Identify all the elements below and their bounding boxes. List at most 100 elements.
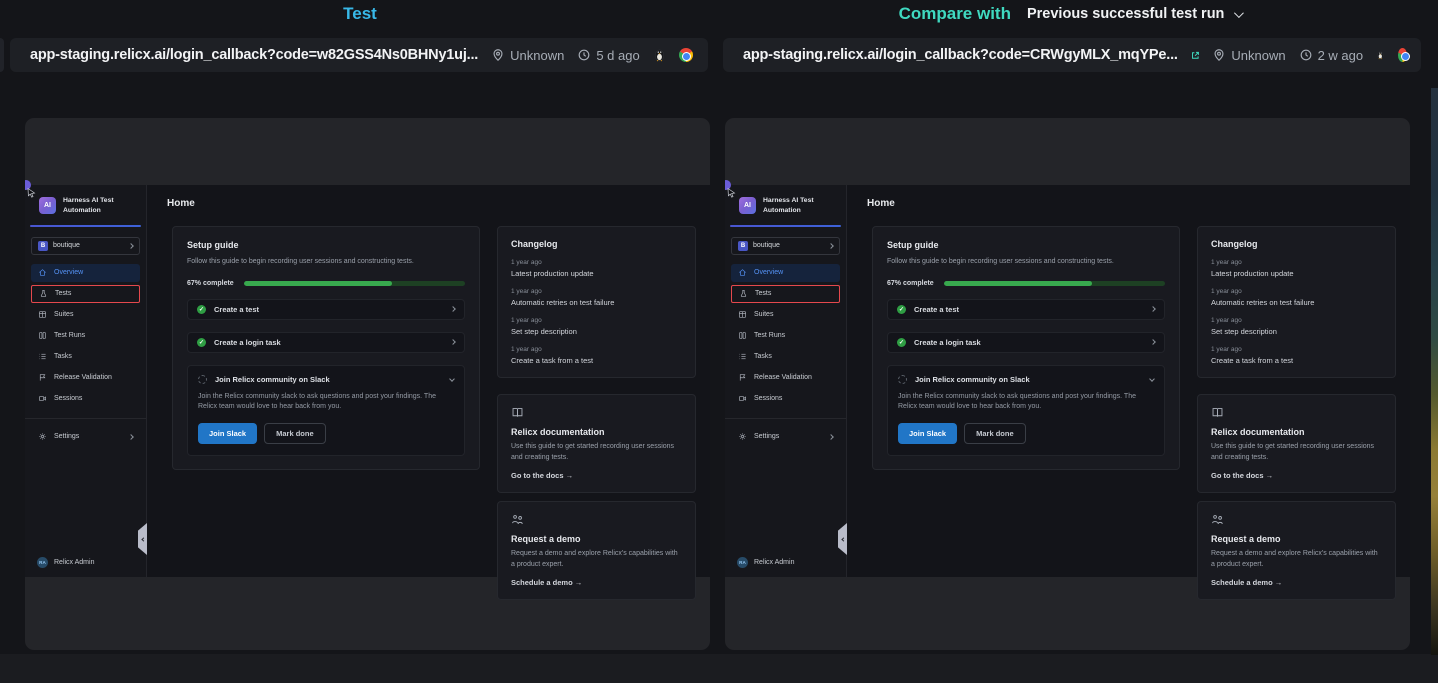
next-screenshot-sliver [1431,88,1438,655]
sidebar-item-settings[interactable]: Settings [31,428,140,446]
project-selector[interactable]: B boutique [731,236,840,255]
changelog-entry[interactable]: 1 year ago Create a task from a test [1211,346,1294,365]
sidebar-item-release-validation[interactable]: Release Validation [31,369,140,387]
progress-fill [243,280,392,286]
app-sidebar: AI Harness AI Test Automation B boutique… [25,185,147,577]
home-icon [739,269,746,276]
changelog-card: Changelog 1 year ago Latest production u… [1197,226,1396,378]
sidebar-item-tests[interactable]: Tests [731,284,840,303]
project-name: boutique [53,242,80,250]
changelog-entry[interactable]: 1 year ago Latest production update [511,259,594,278]
chevron-right-icon [1150,306,1156,312]
harness-logo-icon: AI [739,197,756,215]
join-slack-button[interactable]: Join Slack [898,423,958,445]
setup-progress: 67% complete [187,280,465,287]
changelog-card: Changelog 1 year ago Latest production u… [497,226,696,378]
changelog-entry[interactable]: 1 year ago Create a task from a test [511,346,594,365]
setup-guide-description: Follow this guide to begin recording use… [887,258,1114,265]
documentation-title: Relicx documentation [1211,427,1305,437]
chevron-right-icon [450,339,456,345]
user-menu[interactable]: RA Relicx Admin [37,557,94,568]
flag-icon [39,374,46,381]
join-slack-button[interactable]: Join Slack [198,423,258,445]
changelog-entry[interactable]: 1 year ago Automatic retries on test fai… [1211,288,1315,307]
progress-track [943,280,1165,286]
sidebar-collapse-handle[interactable] [138,523,147,555]
sidebar-item-sessions[interactable]: Sessions [731,390,840,408]
sidebar-item-release-validation[interactable]: Release Validation [731,369,840,387]
task-create-a-test[interactable]: ✓ Create a test [887,298,1165,320]
mark-done-button[interactable]: Mark done [264,423,326,445]
sidebar-collapse-handle[interactable] [838,523,847,555]
clock-icon [578,49,590,61]
app-main: Home Setup guide Follow this guide to be… [147,185,710,600]
schedule-demo-link[interactable]: Schedule a demo → [511,578,583,587]
task-create-a-login-task[interactable]: ✓ Create a login task [187,331,465,353]
columns-icon [39,332,46,340]
gear-icon [39,433,46,440]
sidebar-item-overview[interactable]: Overview [731,263,840,282]
left-column: Setup guide Follow this guide to begin r… [172,226,480,600]
mark-done-button[interactable]: Mark done [964,423,1026,445]
sidebar-divider [25,417,146,419]
sidebar-item-overview[interactable]: Overview [31,263,140,282]
documentation-card: Relicx documentation Use this guide to g… [1197,394,1396,493]
chevron-right-icon [828,242,834,249]
sidebar-item-suites[interactable]: Suites [731,306,840,324]
slack-task-header[interactable]: Join Relicx community on Slack [198,374,455,384]
slack-task-header[interactable]: Join Relicx community on Slack [898,374,1155,384]
list-icon [739,354,746,360]
right-column: Changelog 1 year ago Latest production u… [1197,226,1396,600]
go-to-docs-link[interactable]: Go to the docs → [511,471,574,480]
external-link-icon[interactable] [1191,49,1200,62]
sidebar-item-tests[interactable]: Tests [31,284,140,303]
sidebar-item-tasks[interactable]: Tasks [31,348,140,366]
sidebar-item-suites[interactable]: Suites [31,306,140,324]
task-create-a-test[interactable]: ✓ Create a test [187,298,465,320]
task-create-a-login-task[interactable]: ✓ Create a login task [887,331,1165,353]
sidebar-item-test-runs[interactable]: Test Runs [731,327,840,345]
compare-screenshot-frame: AI Harness AI Test Automation B boutique… [725,118,1410,650]
location-pin-icon [493,49,503,62]
changelog-entry[interactable]: 1 year ago Latest production update [1211,259,1294,278]
user-menu[interactable]: RA Relicx Admin [737,557,794,568]
avatar: RA [37,557,48,568]
people-icon [1212,515,1223,525]
request-demo-description: Request a demo and explore Relicx's capa… [1211,550,1378,568]
slack-task-section: Join Relicx community on Slack Join the … [187,364,465,457]
changelog-entry[interactable]: 1 year ago Set step description [511,317,577,336]
slack-task-actions: Join Slack Mark done [898,423,1154,445]
chrome-icon [1397,48,1411,62]
sidebar-item-sessions[interactable]: Sessions [31,390,140,408]
project-badge: B [738,240,748,251]
slack-task-section: Join Relicx community on Slack Join the … [887,364,1165,457]
chrome-icon [678,48,693,62]
sidebar-item-tasks[interactable]: Tasks [731,348,840,366]
chevron-down-icon [1149,376,1155,382]
brand-name: Harness AI Test Automation [63,197,114,214]
compare-location: Unknown [1212,48,1286,63]
page-title: Home [167,197,195,209]
chevron-right-icon [1150,339,1156,345]
go-to-docs-link[interactable]: Go to the docs → [1211,471,1274,480]
sidebar-item-test-runs[interactable]: Test Runs [31,327,140,345]
project-selector[interactable]: B boutique [31,236,140,255]
left-column: Setup guide Follow this guide to begin r… [872,226,1180,600]
compare-panel-header: Compare with Previous successful test ru… [719,2,1421,26]
sidebar-nav: Overview Tests Suites Test Runs Tasks Re… [25,263,146,408]
changelog-entry[interactable]: 1 year ago Set step description [1211,317,1277,336]
request-demo-description: Request a demo and explore Relicx's capa… [511,550,678,568]
video-icon [739,396,746,401]
compare-run-dropdown[interactable]: Previous successful test run [1026,6,1245,22]
sidebar-item-settings[interactable]: Settings [731,428,840,446]
changelog-entry[interactable]: 1 year ago Automatic retries on test fai… [511,288,615,307]
sidebar-divider [725,417,846,419]
chevron-left-icon [141,536,146,542]
documentation-title: Relicx documentation [511,427,605,437]
avatar: RA [737,557,748,568]
linux-tux-icon [1377,51,1384,60]
compare-run-dropdown-value: Previous successful test run [1026,6,1225,22]
table-icon [39,311,46,318]
schedule-demo-link[interactable]: Schedule a demo → [1211,578,1283,587]
book-icon [512,408,523,417]
